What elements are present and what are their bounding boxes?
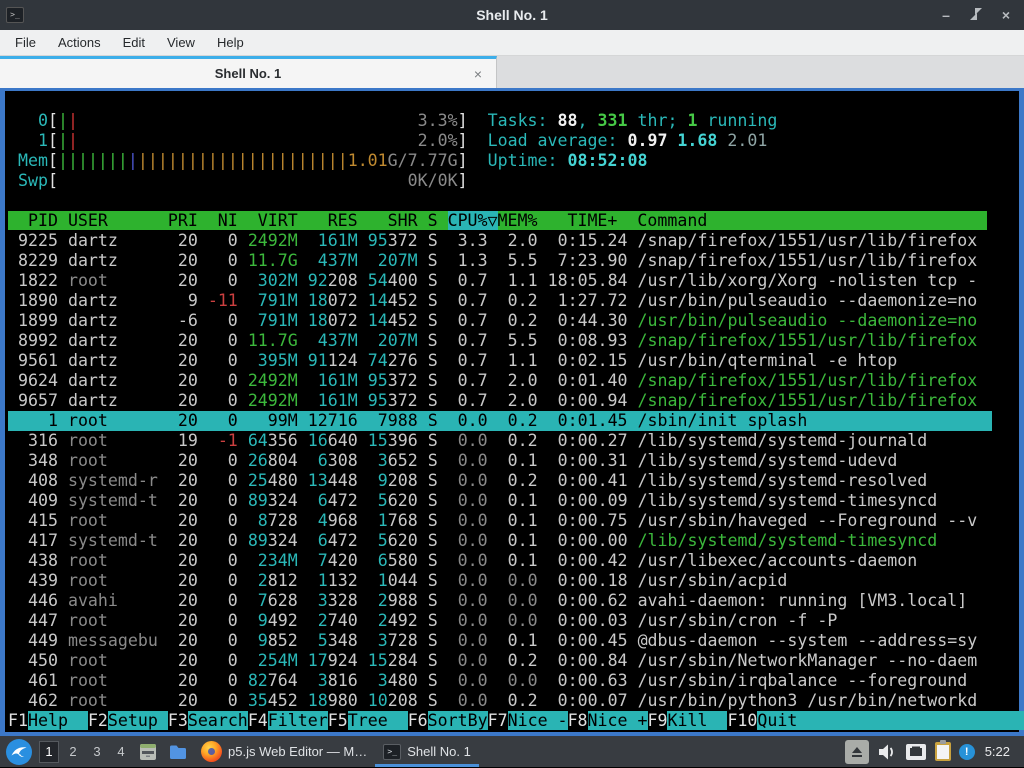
- firefox-icon: [201, 741, 222, 762]
- tab-bar: Shell No. 1 ×: [0, 56, 1024, 88]
- volume-icon[interactable]: [877, 742, 897, 762]
- fkey-f9[interactable]: Kill: [667, 711, 728, 730]
- workspace-button-1[interactable]: 1: [39, 740, 59, 763]
- fkey-f6[interactable]: SortBy: [427, 711, 488, 730]
- close-button[interactable]: ×: [1001, 7, 1011, 23]
- window-title: Shell No. 1: [476, 7, 548, 23]
- tab-close-icon[interactable]: ×: [473, 65, 482, 82]
- fkey-f3[interactable]: Search: [187, 711, 248, 730]
- minimize-button[interactable]: –: [942, 7, 950, 23]
- process-row[interactable]: 1899 dartz -6 0 791M 18072 14452 S 0.7 0…: [8, 311, 978, 330]
- process-row[interactable]: 1 root 20 0 99M 12716 7988 S 0.0 0.2 0:0…: [8, 411, 992, 431]
- lubuntu-bird-icon: [8, 740, 30, 763]
- process-row[interactable]: 9561 dartz 20 0 395M 91124 74276 S 0.7 1…: [8, 351, 898, 370]
- terminal-window: 0[|| 3.3%] Tasks: 88, 331 thr; 1 running…: [0, 88, 1024, 736]
- fkey-f5[interactable]: Tree: [347, 711, 408, 730]
- clock[interactable]: 5:22: [984, 744, 1010, 759]
- menu-item-help[interactable]: Help: [216, 35, 244, 50]
- notification-badge-icon[interactable]: !: [958, 743, 975, 760]
- process-row[interactable]: 9657 dartz 20 0 2492M 161M 95372 S 0.7 2…: [8, 391, 978, 410]
- restore-icon: [970, 8, 982, 20]
- tab-shell[interactable]: Shell No. 1 ×: [0, 56, 497, 88]
- fkey-f1[interactable]: Help: [27, 711, 88, 730]
- cpu0-meter: 0[|| 3.3%] Tasks: 88, 331 thr; 1 running: [8, 111, 778, 130]
- workspace-button-4[interactable]: 4: [117, 744, 125, 759]
- column-header[interactable]: PID USER PRI NI VIRT RES SHR S CPU%▽MEM%…: [8, 211, 1019, 231]
- removable-media-button[interactable]: [844, 739, 869, 764]
- restore-button[interactable]: [968, 7, 984, 23]
- system-tray: ! 5:22: [844, 739, 1024, 764]
- process-row[interactable]: 8229 dartz 20 0 11.7G 437M 207M S 1.3 5.…: [8, 251, 978, 270]
- fkey-f2[interactable]: Setup: [107, 711, 168, 730]
- workspace-button-2[interactable]: 2: [69, 744, 77, 759]
- terminal-icon: >_: [6, 7, 24, 23]
- menu-item-edit[interactable]: Edit: [122, 35, 145, 50]
- process-row[interactable]: 438 root 20 0 234M 7420 6580 S 0.0 0.1 0…: [8, 551, 918, 570]
- swap-meter: Swp[ 0K/0K]: [8, 171, 468, 190]
- folder-icon: [170, 745, 186, 759]
- menubar: File Actions Edit View Help: [0, 30, 1024, 56]
- process-row[interactable]: 1822 root 20 0 302M 92208 54400 S 0.7 1.…: [8, 271, 978, 290]
- fkey-f4[interactable]: Filter: [267, 711, 328, 730]
- process-row[interactable]: 348 root 20 0 26804 6308 3652 S 0.0 0.1 …: [8, 451, 898, 470]
- network-icon[interactable]: [905, 743, 927, 761]
- cpu1-meter: 1[|| 2.0%] Load average: 0.97 1.68 2.01: [8, 131, 768, 150]
- blank-line: [8, 191, 1019, 211]
- fkey-f8[interactable]: Nice +: [587, 711, 648, 730]
- process-row[interactable]: 9225 dartz 20 0 2492M 161M 95372 S 3.3 2…: [8, 231, 978, 250]
- fkey-f7[interactable]: Nice -: [507, 711, 568, 730]
- process-row[interactable]: 316 root 19 -1 64356 16640 15396 S 0.0 0…: [8, 431, 928, 450]
- tab-label: Shell No. 1: [214, 66, 282, 81]
- menu-item-file[interactable]: File: [15, 35, 36, 50]
- process-row[interactable]: 409 systemd-t 20 0 89324 6472 5620 S 0.0…: [8, 491, 938, 510]
- fkey-f10[interactable]: Quit: [757, 711, 1024, 730]
- workspace-button-3[interactable]: 3: [93, 744, 101, 759]
- process-row[interactable]: 1890 dartz 9 -11 791M 18072 14452 S 0.7 …: [8, 291, 978, 310]
- menu-item-view[interactable]: View: [167, 35, 195, 50]
- taskbar: 1 2 3 4 p5.js Web Editor — M… >_ Shell N…: [0, 736, 1024, 767]
- task-button-firefox[interactable]: p5.js Web Editor — M…: [193, 736, 375, 767]
- eject-icon: [851, 746, 862, 753]
- task-label: p5.js Web Editor — M…: [228, 744, 368, 759]
- process-row[interactable]: 446 avahi 20 0 7628 3328 2988 S 0.0 0.0 …: [8, 591, 968, 610]
- clipboard-icon[interactable]: [934, 740, 951, 761]
- task-button-shell[interactable]: >_ Shell No. 1: [375, 736, 479, 767]
- process-row[interactable]: 450 root 20 0 254M 17924 15284 S 0.0 0.2…: [8, 651, 978, 670]
- terminal-icon: >_: [383, 743, 402, 760]
- process-row[interactable]: 8992 dartz 20 0 11.7G 437M 207M S 0.7 5.…: [8, 331, 978, 350]
- desktop-folder-launcher[interactable]: [166, 740, 190, 764]
- process-row[interactable]: 439 root 20 0 2812 1132 1044 S 0.0 0.0 0…: [8, 571, 788, 590]
- process-row[interactable]: 461 root 20 0 82764 3816 3480 S 0.0 0.0 …: [8, 671, 968, 690]
- process-row[interactable]: 417 systemd-t 20 0 89324 6472 5620 S 0.0…: [8, 531, 938, 550]
- process-row[interactable]: 449 messagebu 20 0 9852 5348 3728 S 0.0 …: [8, 631, 978, 650]
- process-row[interactable]: 408 systemd-r 20 0 25480 13448 9208 S 0.…: [8, 471, 928, 490]
- process-row[interactable]: 447 root 20 0 9492 2740 2492 S 0.0 0.0 0…: [8, 611, 838, 630]
- file-cabinet-icon: [140, 743, 156, 760]
- process-row[interactable]: 462 root 20 0 35452 18980 10208 S 0.0 0.…: [8, 691, 978, 710]
- task-label: Shell No. 1: [407, 744, 471, 759]
- memory-meter: Mem[|||||||||||||||||||||||||||||1.01G/7…: [8, 151, 648, 170]
- file-manager-launcher[interactable]: [136, 740, 160, 764]
- process-row[interactable]: 415 root 20 0 8728 4968 1768 S 0.0 0.1 0…: [8, 511, 978, 530]
- menu-item-actions[interactable]: Actions: [57, 35, 101, 50]
- htop-screen[interactable]: 0[|| 3.3%] Tasks: 88, 331 thr; 1 running…: [5, 91, 1024, 732]
- start-menu-button[interactable]: [6, 738, 32, 765]
- process-row[interactable]: 9624 dartz 20 0 2492M 161M 95372 S 0.7 2…: [8, 371, 978, 390]
- titlebar: >_ Shell No. 1 – ×: [0, 0, 1024, 30]
- function-key-bar: F1Help F2Setup F3SearchF4FilterF5Tree F6…: [8, 711, 1024, 731]
